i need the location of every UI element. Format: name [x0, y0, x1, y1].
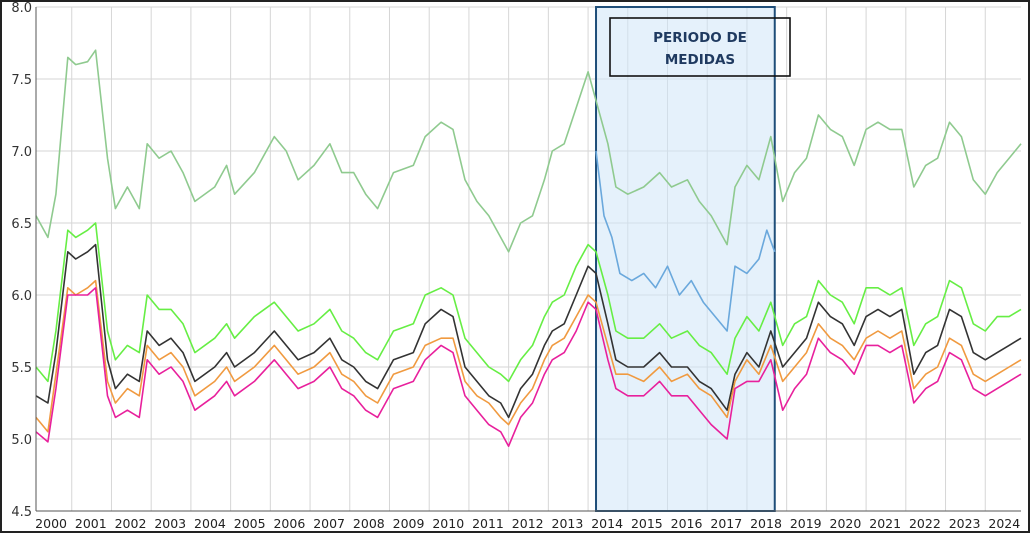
x-tick-label-2004: 2004: [194, 516, 226, 531]
x-tick-label-2023: 2023: [949, 516, 981, 531]
series-lines: [35, 49, 1022, 447]
annotation-line-2: MEDIDAS: [665, 52, 735, 68]
x-tick-label-2014: 2014: [591, 516, 623, 531]
series-line-4: [35, 279, 1022, 433]
highlight-period: [595, 6, 776, 512]
x-tick-label-2005: 2005: [234, 516, 266, 531]
x-tick-label-2009: 2009: [393, 516, 425, 531]
x-tick-label-2016: 2016: [671, 516, 703, 531]
y-tick-label-7.5: 7.5: [11, 73, 32, 88]
x-tick-labels: 2000 2001 2002 2003 2004 2005 2006 2007 2008 2009…: [35, 516, 1020, 531]
x-tick-label-2019: 2019: [790, 516, 822, 531]
x-tick-label-2012: 2012: [512, 516, 544, 531]
y-tick-label-5.0: 5.0: [11, 433, 32, 448]
series-line-5: [35, 287, 1022, 447]
x-tick-label-2001: 2001: [75, 516, 107, 531]
x-tick-label-2022: 2022: [909, 516, 941, 531]
x-tick-label-2017: 2017: [710, 516, 742, 531]
x-tick-label-2008: 2008: [353, 516, 385, 531]
x-tick-label-2010: 2010: [432, 516, 464, 531]
x-tick-label-2000: 2000: [35, 516, 67, 531]
y-tick-label-6.0: 6.0: [11, 289, 32, 304]
x-tick-label-2015: 2015: [631, 516, 663, 531]
y-tick-labels: 4.5 5.0 5.5 6.0 6.5 7.0 7.5 8.0: [11, 1, 32, 520]
series-line-3: [35, 243, 1022, 419]
x-tick-label-2024: 2024: [988, 516, 1020, 531]
y-tick-label-7.0: 7.0: [11, 145, 32, 160]
annotation-line-1: PERIODO DE: [653, 30, 747, 46]
x-tick-label-2007: 2007: [313, 516, 345, 531]
series-line-2: [35, 222, 1022, 383]
series-line-6: [595, 150, 776, 332]
x-tick-label-2006: 2006: [273, 516, 305, 531]
y-tick-label-6.5: 6.5: [11, 217, 32, 232]
x-tick-label-2011: 2011: [472, 516, 504, 531]
y-tick-label-5.5: 5.5: [11, 361, 32, 376]
annotation-box: [609, 17, 791, 77]
axes: [35, 7, 1021, 512]
x-tick-label-2002: 2002: [115, 516, 147, 531]
x-tick-label-2003: 2003: [154, 516, 186, 531]
x-tick-label-2018: 2018: [750, 516, 782, 531]
y-tick-label-4.5: 4.5: [11, 505, 32, 520]
x-tick-label-2013: 2013: [552, 516, 584, 531]
period-annotation: PERIODO DE MEDIDAS: [609, 17, 791, 77]
x-tick-label-2021: 2021: [869, 516, 901, 531]
series-line-1: [35, 49, 1022, 253]
x-tick-label-2020: 2020: [830, 516, 862, 531]
y-tick-label-8.0: 8.0: [11, 1, 32, 16]
highlight-region: [595, 6, 776, 512]
